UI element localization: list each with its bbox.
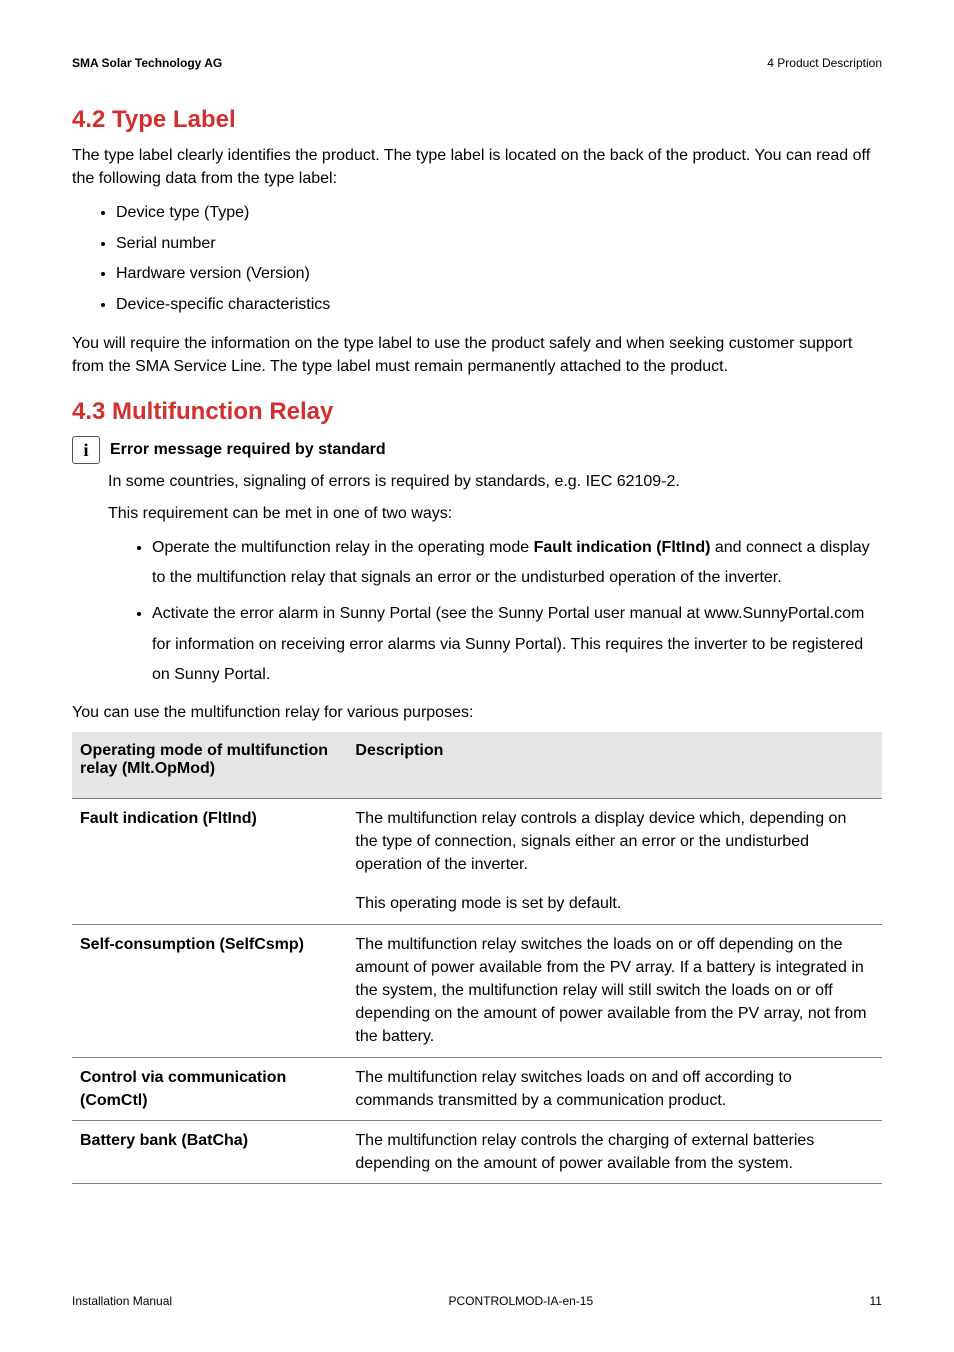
section-4-2-intro: The type label clearly identifies the pr… — [72, 144, 882, 190]
info-bullet-1: Operate the multifunction relay in the o… — [152, 533, 882, 594]
info-block: i Error message required by standard In … — [72, 436, 882, 690]
purposes-intro: You can use the multifunction relay for … — [72, 701, 882, 724]
operating-mode-table: Operating mode of multifunction relay (M… — [72, 732, 882, 1184]
row1-desc: The multifunction relay controls a displ… — [347, 798, 882, 884]
bullet-serial-number: Serial number — [116, 229, 882, 259]
bullet-device-type: Device type (Type) — [116, 198, 882, 228]
table-row: Self-consumption (SelfCsmp) The multifun… — [72, 924, 882, 1057]
info-title-row: i Error message required by standard — [72, 436, 882, 464]
footer-left: Installation Manual — [72, 1294, 172, 1308]
row1-label: Fault indication (FltInd) — [72, 798, 347, 924]
row3-desc: The multifunction relay switches loads o… — [347, 1057, 882, 1120]
footer-center: PCONTROLMOD-IA-en-15 — [448, 1294, 593, 1308]
footer-right: 11 — [870, 1294, 882, 1308]
table-row: Control via communication (ComCtl) The m… — [72, 1057, 882, 1120]
header-company: SMA Solar Technology AG — [72, 56, 222, 70]
section-4-2-heading: 4.2 Type Label — [72, 106, 882, 134]
info-bullet-1-pre: Operate the multifunction relay in the o… — [152, 539, 534, 556]
page-header: SMA Solar Technology AG 4 Product Descri… — [72, 56, 882, 70]
table-row: Battery bank (BatCha) The multifunction … — [72, 1120, 882, 1183]
bullet-hardware-version: Hardware version (Version) — [116, 259, 882, 289]
row1-desc2: This operating mode is set by default. — [347, 884, 882, 924]
row2-label: Self-consumption (SelfCsmp) — [72, 924, 347, 1057]
row2-desc: The multifunction relay switches the loa… — [347, 924, 882, 1057]
table-row: Fault indication (FltInd) The multifunct… — [72, 798, 882, 884]
section-4-3-heading: 4.3 Multifunction Relay — [72, 398, 882, 426]
table-header-row: Operating mode of multifunction relay (M… — [72, 732, 882, 799]
page: SMA Solar Technology AG 4 Product Descri… — [0, 0, 954, 1352]
info-title: Error message required by standard — [110, 441, 386, 459]
row4-label: Battery bank (BatCha) — [72, 1120, 347, 1183]
info-intro-2: This requirement can be met in one of tw… — [108, 502, 882, 525]
section-4-2-outro: You will require the information on the … — [72, 332, 882, 378]
page-footer: Installation Manual PCONTROLMOD-IA-en-15… — [72, 1294, 882, 1308]
row4-desc: The multifunction relay controls the cha… — [347, 1120, 882, 1183]
row3-label: Control via communication (ComCtl) — [72, 1057, 347, 1120]
header-chapter: 4 Product Description — [767, 56, 882, 70]
col1-header: Operating mode of multifunction relay (M… — [72, 732, 347, 799]
bullet-device-specific: Device-specific characteristics — [116, 290, 882, 320]
info-bullet-2: Activate the error alarm in Sunny Portal… — [152, 599, 882, 690]
col2-header: Description — [347, 732, 882, 799]
info-bullets: Operate the multifunction relay in the o… — [108, 533, 882, 691]
info-body: In some countries, signaling of errors i… — [108, 470, 882, 690]
info-icon: i — [72, 436, 100, 464]
type-label-bullets: Device type (Type) Serial number Hardwar… — [72, 198, 882, 320]
info-bullet-1-bold: Fault indication (FltInd) — [534, 539, 711, 556]
info-intro-1: In some countries, signaling of errors i… — [108, 470, 882, 493]
